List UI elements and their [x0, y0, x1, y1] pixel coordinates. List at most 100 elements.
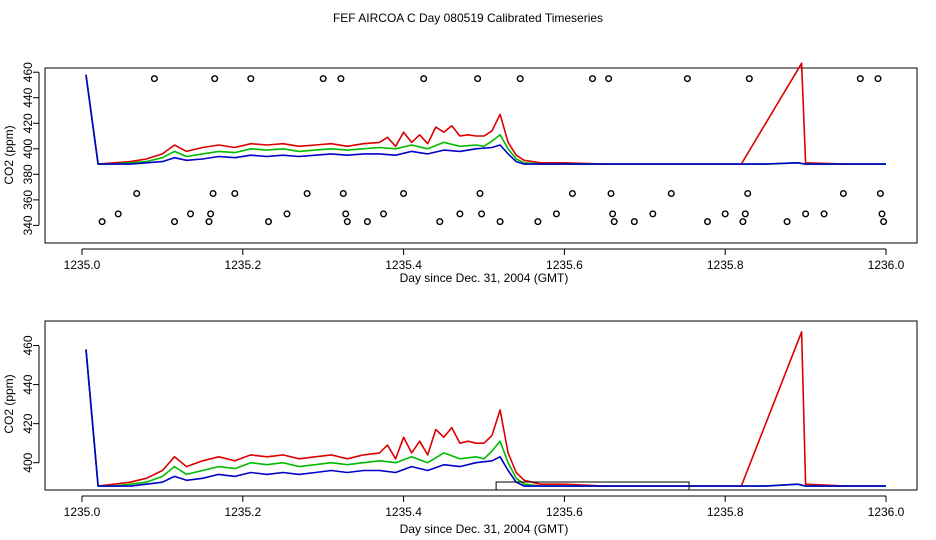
panel-1-frame: [44, 67, 918, 244]
marker-point: [744, 189, 752, 197]
highlight-range-box: [495, 481, 690, 491]
marker-point: [516, 75, 524, 83]
y-tick-label: 380: [21, 164, 35, 184]
y-tick-label: 400: [21, 138, 35, 158]
marker-point: [534, 218, 542, 226]
marker-point: [609, 210, 617, 218]
x-tick-label: 1235.4: [385, 505, 422, 519]
y-tick-label: 440: [21, 87, 35, 107]
y-tick-label: 420: [21, 113, 35, 133]
panel-2: 1235.0 1235.2 1235.4 1235.6 1235.8 1236.0 400…: [2, 320, 918, 536]
marker-point: [133, 189, 141, 197]
marker-point: [342, 210, 350, 218]
panel-1-x-axis: 1235.0 1235.2 1235.4 1235.6 1235.8 1236.0: [64, 248, 905, 272]
marker-point: [114, 210, 122, 218]
marker-point: [319, 75, 327, 83]
x-tick-label: 1235.8: [707, 505, 744, 519]
x-tick-label: 1235.4: [385, 258, 422, 272]
y-tick-label: 400: [21, 452, 35, 472]
marker-point: [874, 75, 882, 83]
x-tick-label: 1235.6: [546, 258, 583, 272]
panel-2-y-label: CO2 (ppm): [2, 374, 16, 433]
marker-point: [265, 218, 273, 226]
y-tick-label: 460: [21, 335, 35, 355]
series-red-line: [85, 62, 886, 165]
marker-point: [856, 75, 864, 83]
panel-1-markers: [98, 75, 888, 226]
panel-2-y-axis: 400 420 440 460: [21, 335, 40, 473]
marker-point: [456, 210, 464, 218]
series-blue-line: [85, 74, 886, 165]
marker-point: [667, 189, 675, 197]
x-tick-label: 1235.8: [707, 258, 744, 272]
panel-1-x-label: Day since Dec. 31, 2004 (GMT): [400, 271, 569, 285]
marker-point: [343, 218, 351, 226]
marker-point: [283, 210, 291, 218]
marker-point: [649, 210, 657, 218]
marker-point: [741, 210, 749, 218]
marker-point: [607, 189, 615, 197]
marker-point: [630, 218, 638, 226]
marker-point: [568, 189, 576, 197]
marker-point: [552, 210, 560, 218]
panel-1-y-label: CO2 (ppm): [2, 125, 16, 184]
marker-point: [605, 75, 613, 83]
marker-point: [209, 189, 217, 197]
x-tick-label: 1236.0: [868, 258, 905, 272]
series-green-line: [85, 349, 886, 487]
y-tick-label: 460: [21, 62, 35, 82]
marker-point: [303, 189, 311, 197]
panel-1: 1235.0 1235.2 1235.4 1235.6 1235.8 1236.0 340…: [2, 62, 918, 285]
marker-point: [683, 75, 691, 83]
y-tick-label: 420: [21, 413, 35, 433]
series-green-line: [85, 74, 886, 165]
marker-point: [337, 75, 345, 83]
marker-point: [207, 210, 215, 218]
marker-point: [247, 75, 255, 83]
marker-point: [783, 218, 791, 226]
marker-point: [839, 189, 847, 197]
x-tick-label: 1235.2: [224, 505, 261, 519]
marker-point: [610, 218, 618, 226]
x-tick-label: 1235.0: [64, 505, 101, 519]
marker-point: [878, 210, 886, 218]
series-blue-line: [85, 349, 886, 487]
marker-point: [880, 218, 888, 226]
x-tick-label: 1235.2: [224, 258, 261, 272]
marker-point: [231, 189, 239, 197]
marker-point: [876, 189, 884, 197]
marker-point: [436, 218, 444, 226]
marker-point: [474, 75, 482, 83]
x-tick-label: 1235.0: [64, 258, 101, 272]
panel-1-y-axis: 340 360 380 400 420 440 460: [21, 62, 40, 235]
marker-point: [150, 75, 158, 83]
marker-point: [496, 218, 504, 226]
marker-point: [380, 210, 388, 218]
marker-point: [186, 210, 194, 218]
marker-point: [589, 75, 597, 83]
y-tick-label: 440: [21, 374, 35, 394]
y-tick-label: 360: [21, 190, 35, 210]
panel-2-x-label: Day since Dec. 31, 2004 (GMT): [400, 522, 569, 536]
marker-point: [420, 75, 428, 83]
panel-2-series: [85, 331, 886, 487]
marker-point: [704, 218, 712, 226]
marker-point: [478, 210, 486, 218]
x-tick-label: 1235.6: [546, 505, 583, 519]
x-tick-label: 1236.0: [868, 505, 905, 519]
marker-point: [820, 210, 828, 218]
panel-1-series: [85, 62, 886, 165]
marker-point: [339, 189, 347, 197]
series-red-line: [85, 331, 886, 487]
marker-point: [739, 218, 747, 226]
marker-point: [721, 210, 729, 218]
marker-point: [400, 189, 408, 197]
marker-point: [211, 75, 219, 83]
panel-2-frame: [44, 320, 918, 491]
marker-point: [170, 218, 178, 226]
marker-point: [802, 210, 810, 218]
panel-2-x-axis: 1235.0 1235.2 1235.4 1235.6 1235.8 1236.0: [64, 495, 905, 519]
figure-title: FEF AIRCOA C Day 080519 Calibrated Times…: [333, 11, 603, 25]
panel-2-highlight: [495, 481, 690, 491]
